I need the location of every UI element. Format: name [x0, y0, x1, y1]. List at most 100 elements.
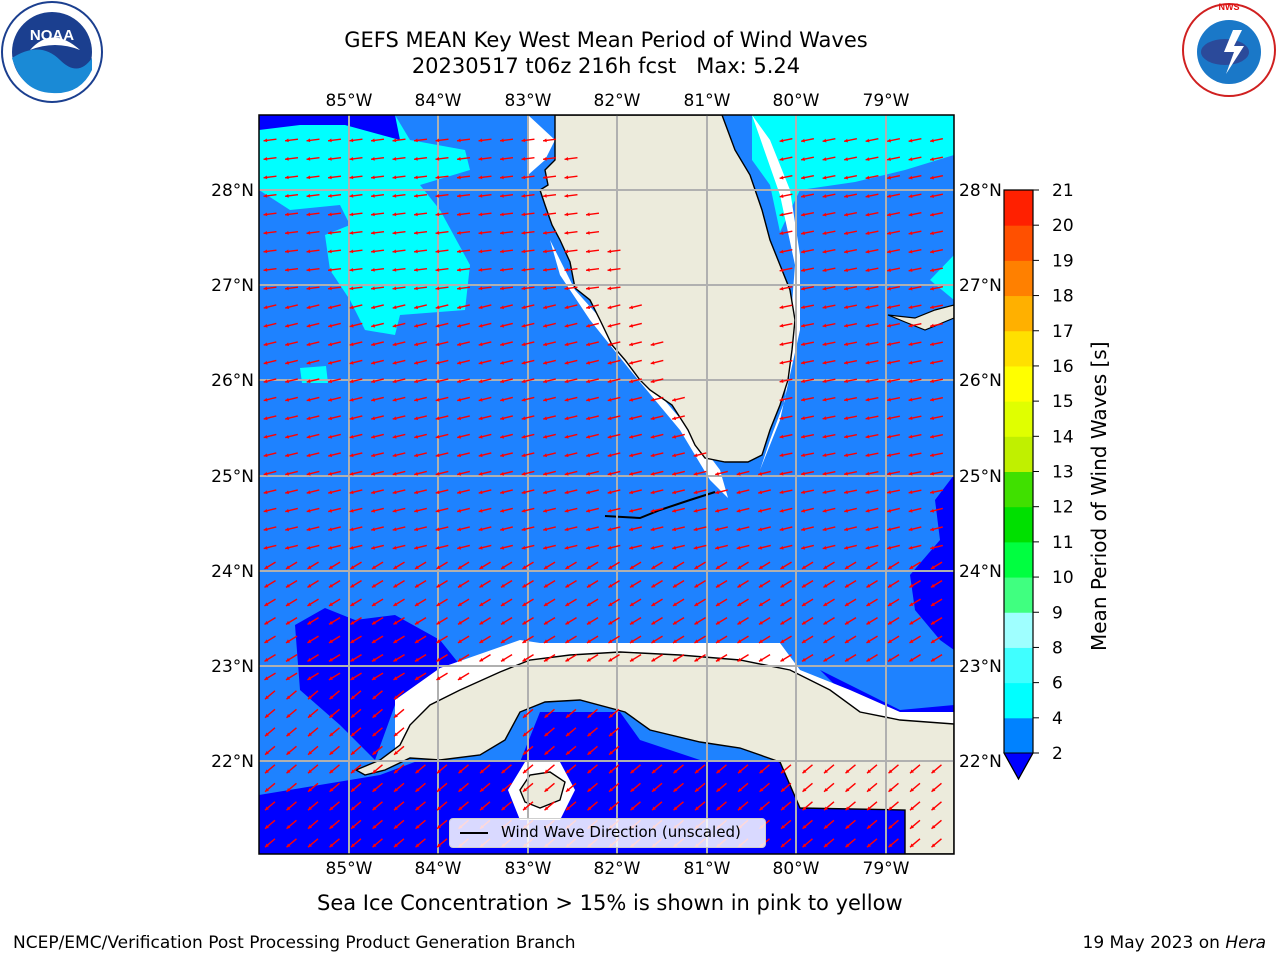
wave-direction-arrowhead [801, 583, 806, 588]
wave-direction-arrowhead [822, 545, 827, 550]
wave-direction-arrowhead [736, 490, 741, 495]
wave-direction-arrowhead [672, 416, 677, 421]
wave-direction-arrowhead [607, 323, 612, 328]
wave-direction-arrowhead [650, 342, 655, 347]
wave-direction-arrowhead [351, 750, 355, 755]
wave-direction-arrowhead [908, 416, 913, 420]
wave-direction-arrowhead [394, 769, 398, 774]
wave-direction-arrowhead [349, 286, 354, 291]
wave-direction-arrowhead [930, 416, 934, 420]
wave-direction-arrowhead [652, 787, 656, 792]
lon-label-bottom-79w: 79°W [863, 859, 910, 879]
wave-direction-arrowhead [285, 212, 289, 217]
wave-direction-arrowhead [586, 657, 591, 662]
wave-direction-arrowhead [844, 305, 848, 309]
wave-direction-arrowhead [865, 490, 870, 494]
colorbar-tick-label: 13 [1052, 463, 1074, 483]
wave-direction-arrowhead [694, 620, 699, 625]
wave-direction-arrowhead [285, 286, 289, 291]
wave-direction-arrowhead [672, 397, 677, 402]
wave-direction-arrowhead [349, 230, 354, 235]
wave-direction-arrowhead [779, 416, 784, 420]
wave-direction-arrowhead [586, 360, 591, 365]
wave-direction-arrowhead [392, 138, 397, 143]
wave-direction-arrowhead [457, 138, 461, 143]
wave-direction-arrowhead [779, 379, 784, 383]
wave-direction-arrowhead [306, 267, 311, 272]
wave-direction-arrowhead [930, 194, 934, 198]
wave-direction-arrowhead [329, 750, 334, 755]
wave-direction-arrowhead [543, 416, 548, 421]
wave-direction-arrowhead [306, 138, 311, 143]
wave-direction-arrowhead [586, 508, 591, 513]
wave-direction-arrowhead [930, 268, 934, 272]
wave-direction-arrowhead [329, 843, 334, 848]
wave-direction-arrowhead [392, 379, 397, 384]
wave-direction-arrowhead [801, 231, 805, 235]
wave-direction-arrowhead [371, 657, 376, 662]
wave-direction-arrowhead [887, 453, 891, 457]
wave-direction-arrowhead [285, 138, 289, 143]
wave-direction-arrowhead [887, 379, 891, 383]
wave-direction-arrowhead [478, 286, 483, 291]
wave-direction-arrowhead [286, 787, 291, 792]
wave-direction-arrowhead [328, 249, 332, 254]
wave-direction-arrowhead [500, 342, 505, 347]
wave-direction-arrowhead [457, 490, 462, 495]
wave-direction-arrowhead [478, 156, 483, 161]
wave-direction-arrowhead [543, 657, 548, 662]
wave-direction-arrowhead [586, 342, 591, 347]
wave-direction-arrowhead [521, 193, 526, 198]
wave-direction-arrowhead [887, 508, 892, 513]
wave-direction-arrowhead [414, 565, 419, 569]
wave-direction-arrowhead [263, 286, 268, 291]
wave-direction-arrowhead [328, 230, 332, 235]
wave-direction-arrowhead [779, 434, 784, 439]
wave-direction-arrowhead [393, 620, 398, 625]
blue-region-south [259, 760, 954, 854]
wave-direction-arrowhead [781, 843, 785, 848]
wave-direction-arrowhead [372, 769, 377, 774]
wave-direction-arrowhead [608, 583, 613, 588]
wave-direction-arrowhead [865, 434, 870, 439]
wave-direction-arrowhead [521, 212, 526, 217]
wave-direction-arrowhead [801, 268, 805, 272]
wave-direction-arrowhead [844, 453, 848, 457]
wave-direction-arrowhead [543, 138, 547, 143]
wave-direction-arrowhead [306, 490, 311, 495]
wave-direction-arrowhead [306, 249, 311, 254]
wave-direction-arrowhead [480, 787, 484, 792]
wave-direction-arrowhead [500, 175, 504, 180]
wave-direction-arrowhead [285, 267, 289, 272]
wave-direction-arrowhead [500, 286, 504, 291]
wave-direction-arrowhead [521, 397, 526, 402]
wave-direction-arrowhead [802, 787, 807, 792]
wave-direction-arrowhead [371, 342, 376, 347]
wave-direction-arrowhead [500, 212, 504, 217]
wave-direction-arrowhead [500, 565, 505, 569]
wave-direction-arrowhead [285, 416, 290, 421]
wave-direction-arrowhead [480, 806, 484, 811]
wave-direction-arrowhead [435, 342, 440, 347]
wave-direction-arrowhead [285, 323, 290, 328]
wave-direction-arrowhead [285, 490, 290, 495]
wave-direction-arrowhead [522, 583, 527, 588]
wave-direction-arrowhead [285, 527, 290, 532]
colorbar-tick-label: 12 [1052, 498, 1074, 518]
wave-direction-arrowhead [844, 434, 848, 439]
wave-direction-arrowhead [844, 175, 848, 180]
wave-direction-arrowhead [457, 212, 461, 217]
wave-direction-arrowhead [308, 713, 312, 718]
wave-direction-arrowhead [263, 379, 268, 384]
wave-direction-arrowhead [629, 397, 634, 402]
wave-direction-arrowhead [802, 824, 807, 829]
land-cuba [354, 651, 954, 854]
wave-direction-arrowhead [564, 156, 569, 161]
wave-direction-arrowhead [887, 249, 891, 254]
wave-direction-arrowhead [607, 267, 612, 272]
wave-direction-arrowhead [930, 397, 934, 402]
wave-direction-arrowhead [500, 267, 504, 272]
wave-direction-arrowhead [457, 360, 462, 365]
wave-direction-arrowhead [350, 639, 355, 643]
wave-direction-arrowhead [478, 323, 483, 328]
